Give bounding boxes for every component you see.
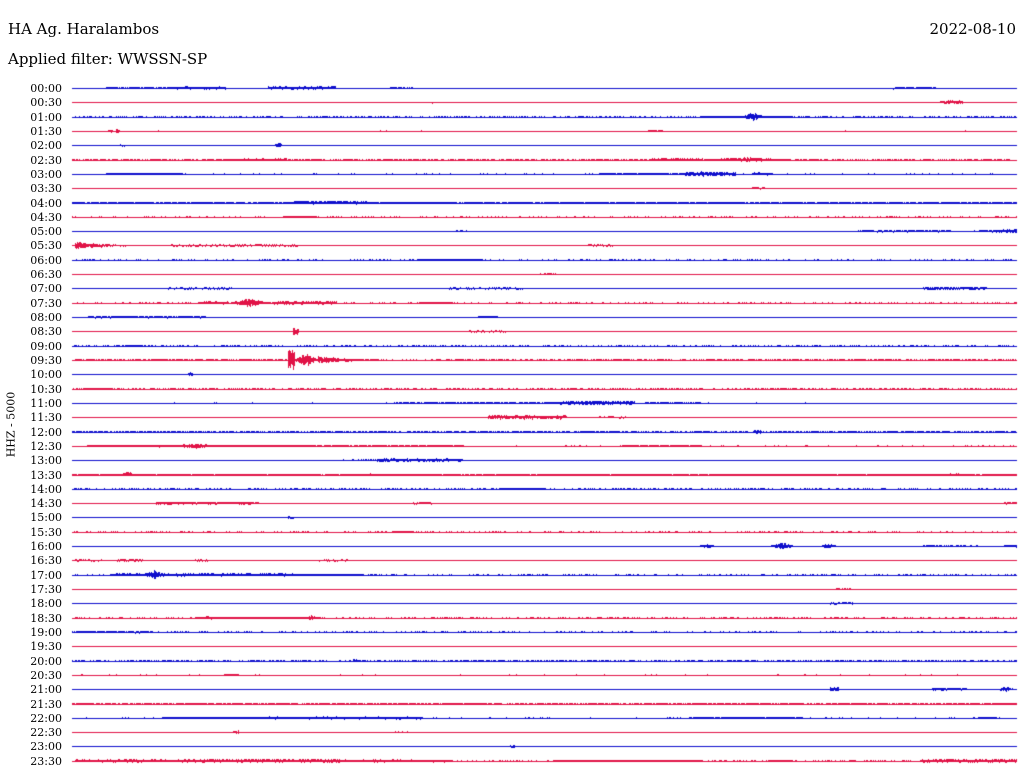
applied-filter-label: Applied filter: WWSSN-SP [8, 50, 208, 68]
time-label: 13:00 [30, 454, 62, 468]
time-label: 00:00 [30, 82, 62, 95]
time-label: 18:30 [30, 611, 62, 625]
time-label: 07:30 [30, 296, 62, 310]
time-label: 22:00 [30, 711, 62, 725]
time-label: 13:30 [30, 468, 62, 482]
time-label: 19:30 [30, 640, 62, 654]
time-label: 23:00 [30, 740, 62, 754]
time-label: 08:00 [30, 311, 62, 325]
time-label: 17:30 [30, 583, 62, 597]
time-label: 02:00 [30, 139, 62, 153]
time-label: 16:00 [30, 540, 62, 554]
time-label: 15:30 [30, 525, 62, 539]
time-label: 05:30 [30, 239, 62, 253]
time-label: 14:30 [30, 497, 62, 511]
time-label: 03:00 [30, 167, 62, 181]
time-label: 04:00 [30, 196, 62, 210]
time-label: 10:00 [30, 368, 62, 382]
time-label: 20:00 [30, 654, 62, 668]
time-label: 06:00 [30, 253, 62, 267]
date-label: 2022-08-10 [929, 20, 1016, 38]
time-label: 18:00 [30, 597, 62, 611]
time-label: 06:30 [30, 268, 62, 282]
time-label: 09:30 [30, 353, 62, 367]
time-label: 14:00 [30, 482, 62, 496]
time-label: 04:30 [30, 210, 62, 224]
time-label: 22:30 [30, 726, 62, 740]
time-axis-labels: 00:00 00:30 01:00 01:30 02:00 02:30 03:00 03:30… [0, 0, 62, 780]
time-label: 12:30 [30, 439, 62, 453]
time-label: 09:00 [30, 339, 62, 353]
time-label: 01:30 [30, 124, 62, 138]
station-title: HA Ag. Haralambos [8, 20, 160, 38]
time-label: 05:00 [30, 225, 62, 239]
time-label: 00:30 [30, 96, 62, 110]
time-label: 07:00 [30, 282, 62, 296]
time-label: 08:30 [30, 325, 62, 339]
time-label: 03:30 [30, 182, 62, 196]
time-label: 11:00 [30, 396, 62, 410]
time-label: 19:00 [30, 625, 62, 639]
time-label: 11:30 [30, 411, 62, 425]
time-label: 23:30 [30, 754, 62, 768]
time-label: 02:30 [30, 153, 62, 167]
time-label: 21:00 [30, 683, 62, 697]
time-label: 12:00 [30, 425, 62, 439]
time-label: 20:30 [30, 668, 62, 682]
time-label: 10:30 [30, 382, 62, 396]
time-label: 21:30 [30, 697, 62, 711]
time-label: 15:00 [30, 511, 62, 525]
time-label: 16:30 [30, 554, 62, 568]
time-label: 01:00 [30, 110, 62, 124]
time-label: 17:00 [30, 568, 62, 582]
